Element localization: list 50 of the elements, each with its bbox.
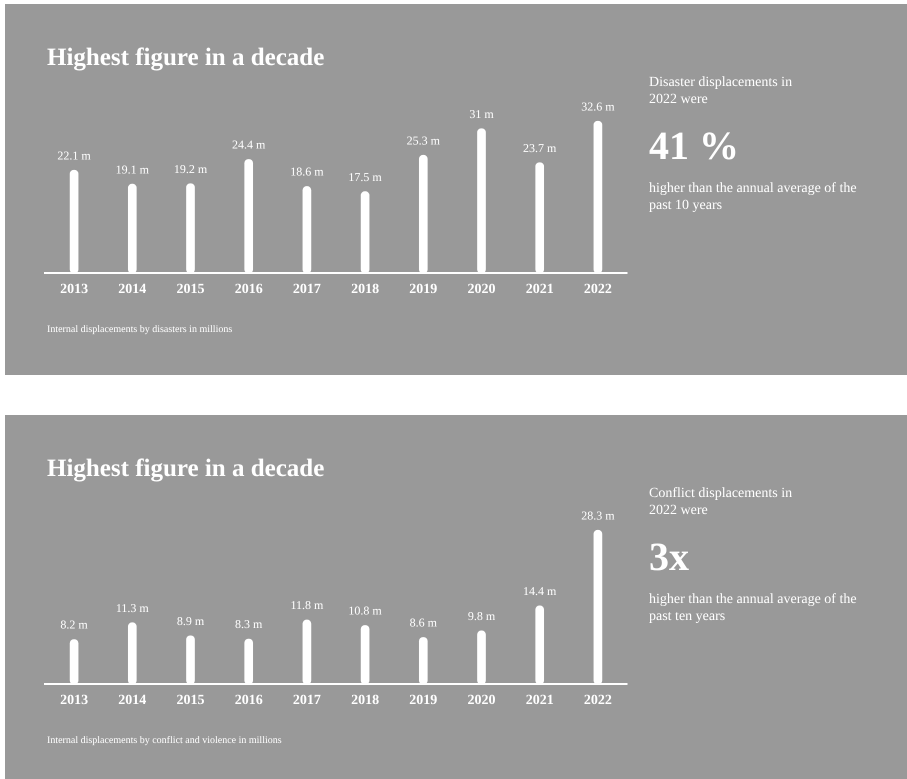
x-tick-label: 2013 [60, 282, 88, 298]
chart-title: Highest figure in a decade [47, 455, 324, 483]
data-label: 8.2 m [60, 618, 88, 632]
x-tick-label: 2019 [409, 693, 438, 708]
data-label: 23.7 m [523, 140, 558, 155]
x-tick-label: 2016 [234, 693, 263, 708]
x-tick-label: 2014 [118, 282, 146, 298]
data-label: 8.3 m [235, 617, 264, 632]
data-label: 18.6 m [290, 164, 324, 179]
data-label: 11.8 m [290, 598, 324, 612]
x-tick-label: 2015 [176, 693, 204, 708]
data-label: 8.9 m [176, 614, 205, 628]
data-label: 28.3 m [581, 508, 616, 522]
x-tick-label: 2021 [526, 282, 554, 298]
text: 41 % [649, 122, 739, 169]
text: Conflict displacements in 2022 were [649, 485, 794, 519]
x-tick-label: 2018 [351, 282, 380, 298]
data-label: 32.6 m [581, 99, 616, 114]
data-label: 25.3 m [406, 133, 441, 148]
x-tick-label: 2016 [234, 282, 263, 298]
data-label: 17.5 m [348, 170, 382, 184]
data-label: 11.3 m [116, 600, 150, 615]
x-tick-label: 2019 [409, 282, 438, 298]
data-label: 31 m [469, 106, 494, 121]
data-label: 24.4 m [232, 138, 266, 152]
text: 3x [649, 533, 689, 580]
data-label: 19.2 m [174, 162, 208, 176]
x-tick-label: 2018 [351, 693, 380, 708]
x-tick-label: 2020 [468, 282, 496, 298]
x-tick-label: 2022 [584, 282, 612, 298]
x-tick-label: 2015 [176, 282, 204, 298]
text: higher than the annual average of the past ten years [649, 591, 858, 625]
x-tick-label: 2021 [526, 693, 554, 708]
text: Internal displacements by disasters in millions [47, 324, 232, 335]
text: higher than the annual average of the past 10 years [649, 180, 858, 214]
x-tick-label: 2017 [292, 282, 321, 298]
chart-title: Highest figure in a decade [47, 44, 324, 72]
x-tick-label: 2020 [468, 693, 496, 708]
data-label: 9.8 m [468, 609, 496, 624]
x-tick-label: 2014 [118, 693, 146, 708]
data-label: 14.4 m [523, 584, 558, 598]
data-label: 22.1 m [57, 148, 92, 162]
data-label: 19.1 m [116, 162, 150, 176]
x-tick-label: 2013 [60, 693, 88, 708]
data-label: 10.8 m [348, 604, 382, 618]
text: Disaster displacements in 2022 were [649, 74, 794, 108]
data-label: 8.6 m [410, 616, 438, 630]
text: Internal displacements by conflict and violence in millions [47, 735, 282, 746]
x-tick-label: 2022 [584, 693, 612, 708]
x-tick-label: 2017 [292, 693, 321, 708]
